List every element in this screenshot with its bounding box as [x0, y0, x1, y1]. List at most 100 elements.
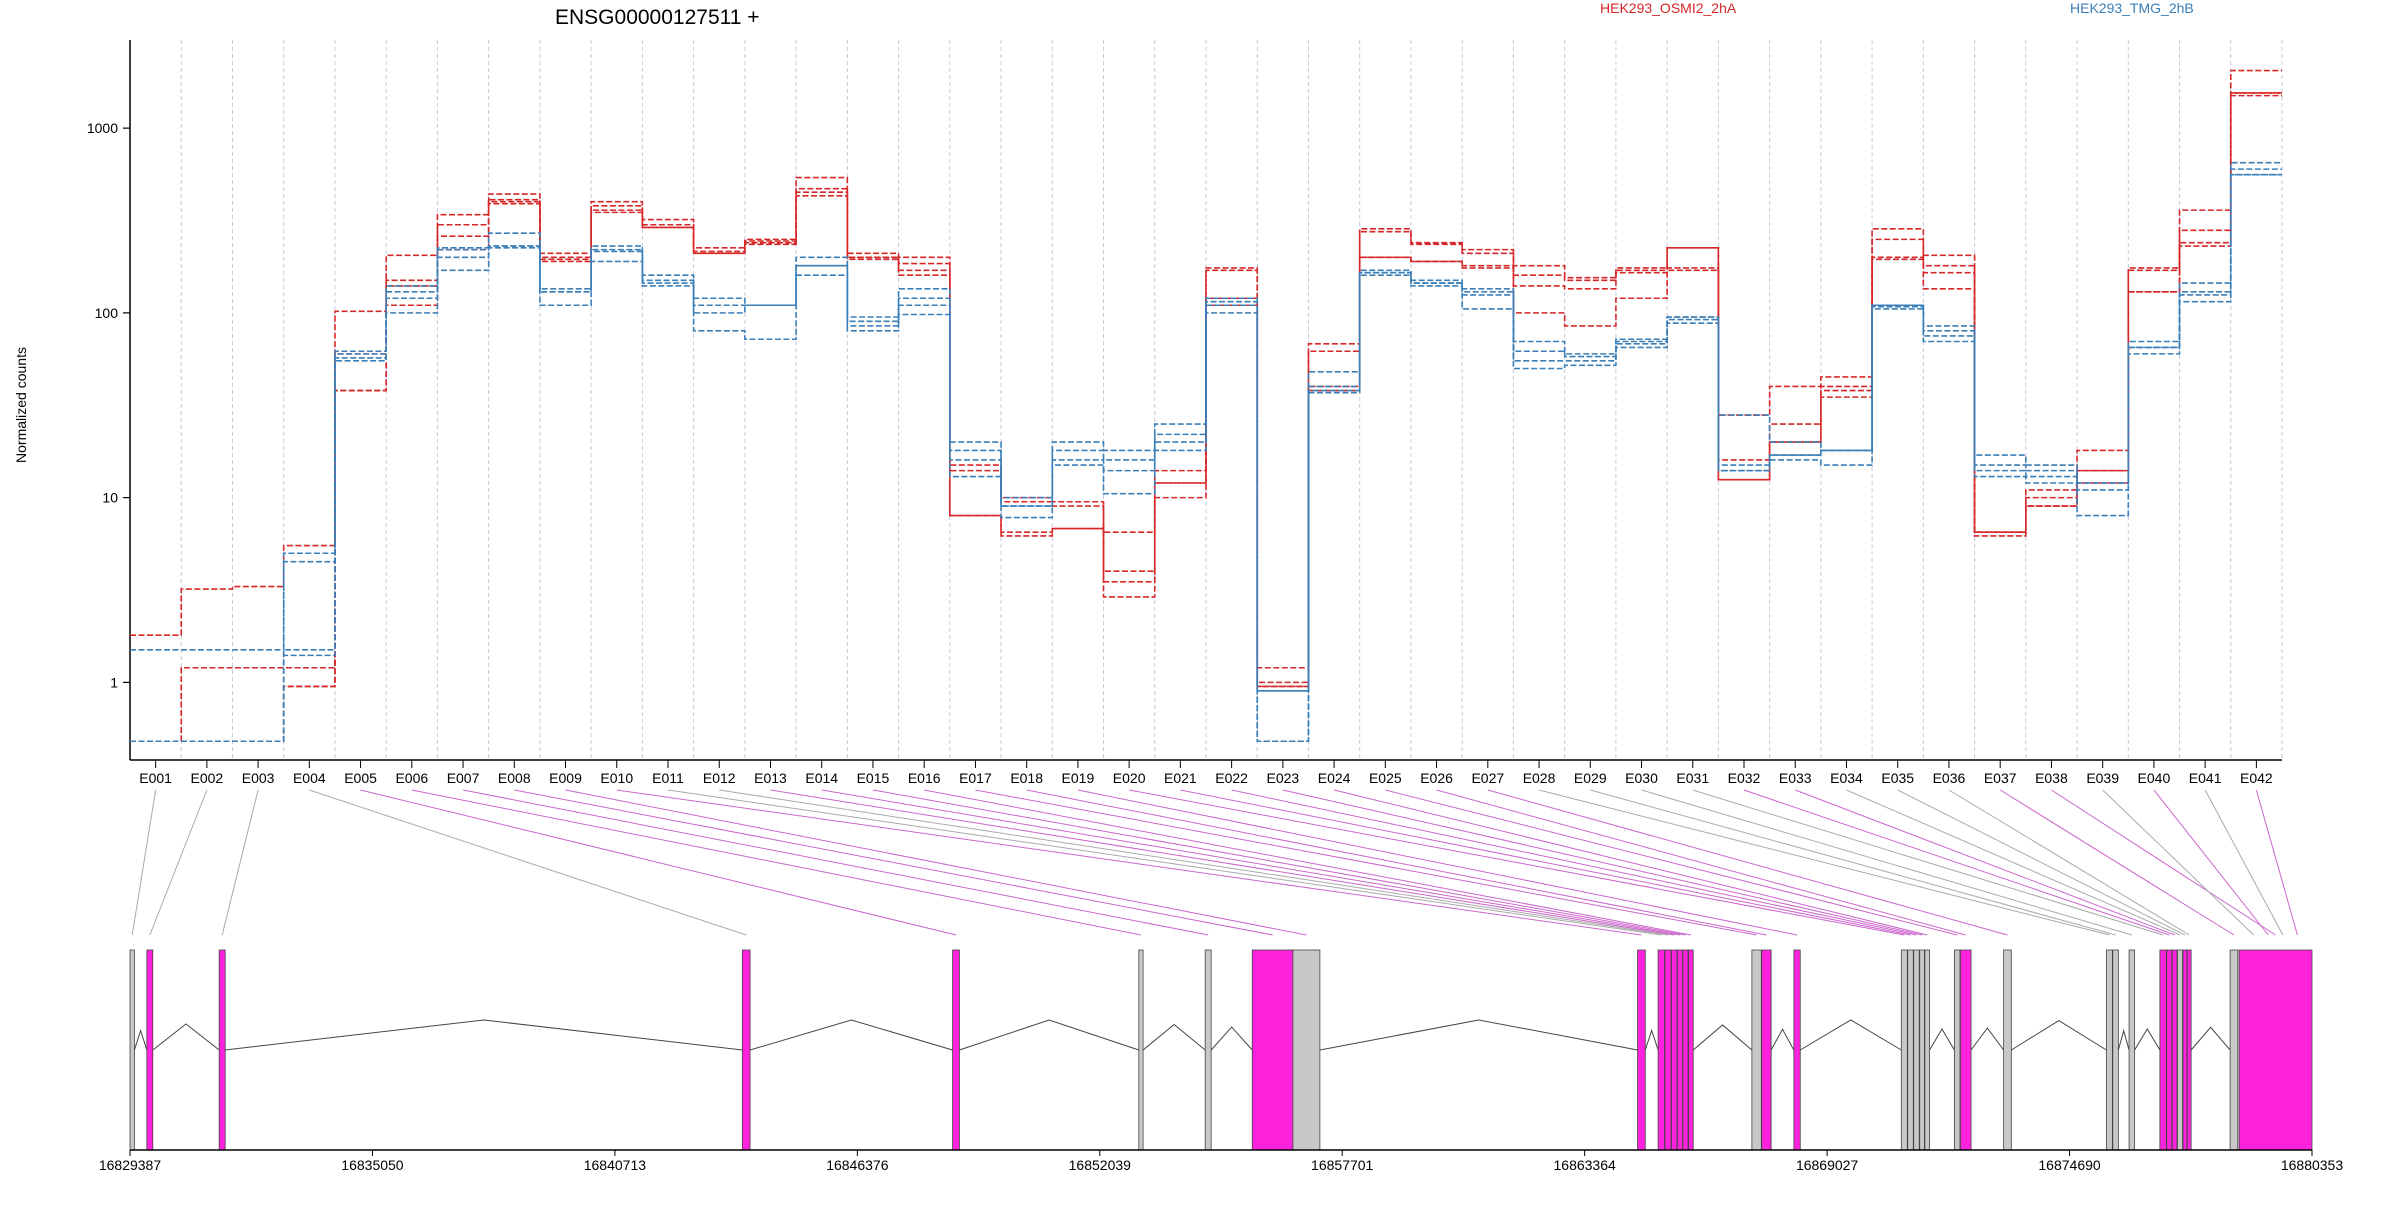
x-tick-label: E024	[1318, 770, 1351, 786]
intron-line	[1644, 1028, 1659, 1051]
exon-connector	[221, 789, 259, 936]
x-tick-label: E007	[447, 770, 480, 786]
exon-connector	[667, 789, 1662, 936]
exon-connector	[411, 789, 1142, 936]
x-tick-label: E015	[857, 770, 890, 786]
exon-connector	[2051, 789, 2276, 936]
exon-box	[1682, 949, 1689, 1151]
y-axis-label: Normalized counts	[13, 347, 29, 463]
x-tick-label: E041	[2189, 770, 2222, 786]
exon-connector	[1692, 789, 2164, 936]
legend-tmg: HEK293_TMG_2hB	[2070, 0, 2194, 16]
exon-connector	[1282, 789, 1923, 936]
x-tick-label: E008	[498, 770, 531, 786]
exon-box	[1924, 949, 1930, 1151]
exon-connector	[1948, 789, 2190, 936]
x-tick-label: E042	[2240, 770, 2273, 786]
exon-connector	[1743, 789, 2170, 936]
exon-connector	[719, 789, 1669, 936]
x-tick-label: E040	[2138, 770, 2171, 786]
intron-line	[1800, 1019, 1902, 1051]
x-tick-label: E010	[600, 770, 633, 786]
exon-box	[1670, 949, 1678, 1151]
exon-connector	[1129, 789, 1905, 936]
exon-connector	[149, 789, 208, 936]
intron-line	[225, 1019, 743, 1051]
x-tick-label: E019	[1062, 770, 1095, 786]
exon-box	[1751, 949, 1762, 1151]
y-tick-label: 1	[110, 674, 118, 690]
coord-tick-label: 16829387	[99, 1157, 162, 1173]
exon-connector	[131, 789, 157, 936]
x-tick-label: E006	[395, 770, 428, 786]
coord-tick-label: 16852039	[1069, 1157, 1132, 1173]
x-tick-label: E030	[1625, 770, 1658, 786]
coord-tick-label: 16863364	[1554, 1157, 1617, 1173]
exon-box	[1761, 949, 1772, 1151]
coord-tick-label: 16857701	[1311, 1157, 1374, 1173]
exon-box	[129, 949, 135, 1151]
exon-box	[146, 949, 154, 1151]
gene-model: 16829387 16835050 16840713 16846376 16852039…	[99, 949, 2344, 1173]
exon-connector	[1026, 789, 1767, 936]
exon-box	[2238, 949, 2313, 1151]
legend-osmi: HEK293_OSMI2_2hA	[1600, 0, 1737, 16]
exon-connector	[1538, 789, 2110, 936]
exon-connector	[360, 789, 957, 936]
x-tick-label: E034	[1830, 770, 1863, 786]
exon-box	[1953, 949, 1961, 1151]
exon-box	[2229, 949, 2239, 1151]
exon-connector	[1795, 789, 2175, 936]
exon-box	[2171, 949, 2178, 1151]
x-tick-label: E021	[1164, 770, 1197, 786]
exon-connector	[1999, 789, 2235, 936]
exon-connector	[872, 789, 1686, 936]
exon-box	[1251, 949, 1294, 1151]
exon-box	[218, 949, 226, 1151]
coord-tick-label: 16840713	[584, 1157, 647, 1173]
series-line	[130, 92, 2282, 743]
exon-box	[1204, 949, 1212, 1151]
x-tick-label: E002	[191, 770, 224, 786]
intron-line	[2134, 1027, 2161, 1051]
exon-box	[2166, 949, 2173, 1151]
x-tick-label: E003	[242, 770, 275, 786]
exon-connector	[1231, 789, 1917, 936]
exon-connector	[924, 789, 1691, 936]
exon-connector	[309, 789, 747, 936]
exon-box	[2186, 949, 2192, 1151]
intron-line	[152, 1023, 220, 1051]
exon-box	[2003, 949, 2012, 1151]
exon-connector	[514, 789, 1273, 936]
exon-connector	[616, 789, 1642, 936]
exon-box	[1919, 949, 1925, 1151]
axes: 1 10 100 1000 E001 E002 E003 E004 E005 E006 E007 E0…	[87, 40, 2282, 786]
exon-connector	[975, 789, 1757, 936]
intron-line	[1970, 1027, 2005, 1051]
exon-connector	[2204, 789, 2284, 936]
x-tick-label: E016	[908, 770, 941, 786]
exon-connector	[1077, 789, 1798, 936]
intron-line	[1319, 1019, 1638, 1051]
exon-box	[1676, 949, 1683, 1151]
x-tick-label: E037	[1984, 770, 2017, 786]
exon-connector	[2153, 789, 2269, 936]
intron-line	[1692, 1024, 1753, 1051]
exon-connector	[1180, 789, 1911, 936]
x-tick-label: E004	[293, 770, 326, 786]
exon-box	[952, 949, 960, 1151]
exon-connector	[1641, 789, 2132, 936]
exon-connector	[462, 789, 1209, 936]
exon-box	[2159, 949, 2167, 1151]
exon-connector	[1333, 789, 1928, 936]
intron-line	[1142, 1023, 1206, 1051]
intron-line	[1210, 1026, 1253, 1051]
exon-connector	[1436, 789, 1966, 936]
exon-box	[2177, 949, 2183, 1151]
exon-box	[741, 949, 751, 1151]
coord-tick-label: 16880353	[2281, 1157, 2344, 1173]
x-tick-label: E005	[344, 770, 377, 786]
x-tick-label: E039	[2086, 770, 2119, 786]
exon-connector	[770, 789, 1675, 936]
